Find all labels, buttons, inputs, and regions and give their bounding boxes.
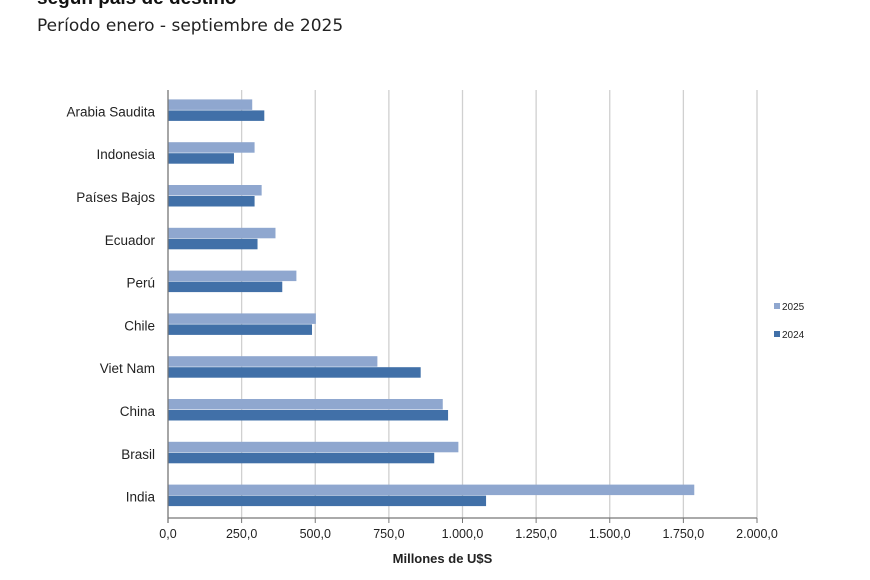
x-axis-label: Millones de U$S — [393, 551, 493, 566]
bar-2025 — [168, 227, 276, 239]
bar-2024 — [168, 452, 435, 464]
legend-label: 2025 — [782, 302, 805, 313]
bar-2024 — [168, 367, 421, 378]
legend-swatch — [774, 303, 780, 309]
category-label: Arabia Saudita — [66, 104, 155, 119]
legend-swatch — [774, 331, 780, 337]
bar-2024 — [168, 281, 283, 293]
bar-2025 — [168, 99, 253, 110]
bar-2024 — [168, 324, 313, 335]
bar-2025 — [168, 356, 378, 367]
x-tick-label: 750,0 — [373, 527, 404, 541]
category-label: Ecuador — [105, 233, 156, 248]
category-label: Chile — [124, 318, 155, 333]
bar-2025 — [168, 313, 316, 324]
bar-2024 — [168, 410, 449, 421]
bar-2024 — [168, 110, 265, 121]
chart-subtitle: Período enero - septiembre de 2025 — [37, 16, 344, 36]
bar-2025 — [168, 185, 262, 196]
x-tick-label: 2.000,0 — [736, 527, 778, 541]
bar-2024 — [168, 153, 234, 164]
category-label: Perú — [126, 276, 155, 291]
x-tick-label: 1.500,0 — [589, 527, 631, 541]
x-tick-label: 1.750,0 — [663, 527, 705, 541]
legend-label: 2024 — [782, 330, 805, 341]
category-label: Viet Nam — [100, 361, 155, 376]
bar-2024 — [168, 238, 258, 250]
category-label: India — [126, 490, 156, 505]
bar-2025 — [168, 441, 459, 453]
category-label: China — [120, 404, 156, 419]
bar-2025 — [168, 399, 443, 410]
bar-2025 — [168, 142, 255, 153]
bar-2025 — [168, 484, 695, 496]
bar-2024 — [168, 196, 255, 207]
x-tick-label: 1.250,0 — [515, 527, 557, 541]
x-tick-label: 500,0 — [300, 527, 331, 541]
category-label: Indonesia — [96, 147, 155, 162]
category-label: Brasil — [121, 447, 155, 462]
category-label: Países Bajos — [76, 190, 155, 205]
x-tick-label: 250,0 — [226, 527, 257, 541]
x-tick-label: 1.000,0 — [442, 527, 484, 541]
bar-2024 — [168, 495, 487, 507]
x-tick-label: 0,0 — [159, 527, 176, 541]
bar-2025 — [168, 270, 297, 282]
chart-title: según país de destino — [37, 0, 237, 10]
